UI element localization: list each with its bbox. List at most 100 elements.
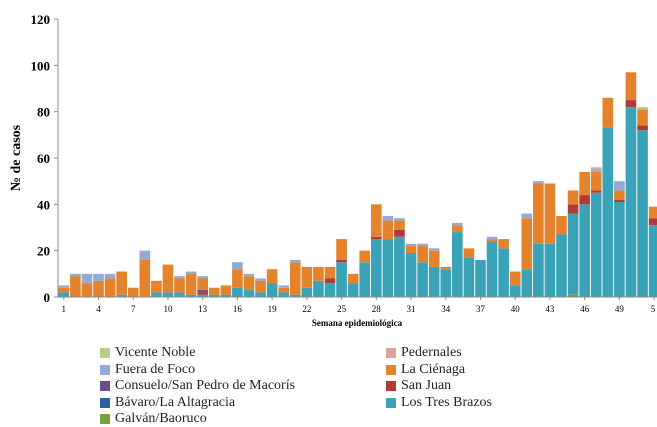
legend-label: Vicente Noble — [115, 345, 196, 360]
bar-segment — [185, 273, 197, 295]
legend-item: San Juan — [386, 378, 451, 394]
y-tick-label: 60 — [37, 151, 50, 166]
legend-swatch — [386, 381, 396, 391]
bar-segment — [324, 266, 336, 279]
bar-segment — [243, 290, 255, 297]
legend-item: Galván/Baoruco — [100, 411, 207, 427]
legend-swatch — [100, 348, 110, 358]
bar-segment — [313, 280, 324, 297]
bar-segment — [289, 262, 301, 295]
x-tick-label: 10 — [163, 304, 173, 314]
bar-segment — [556, 234, 567, 297]
x-tick-label: 40 — [511, 304, 521, 314]
legend-swatch — [100, 397, 110, 408]
bar-segment — [70, 276, 81, 297]
bar-segment — [544, 183, 556, 244]
y-tick-label: 120 — [31, 12, 51, 27]
bar-segment — [197, 294, 209, 297]
bar-segment — [405, 243, 417, 247]
bar-segment — [151, 292, 162, 297]
bar-segment — [648, 225, 657, 297]
bar-segment — [579, 195, 590, 205]
bar-segment — [93, 273, 104, 281]
bar-segment — [197, 290, 209, 293]
bar-segment — [567, 204, 579, 214]
bar-segment — [220, 285, 232, 295]
bar-segment — [498, 239, 509, 249]
bar-segment — [590, 192, 602, 297]
bar-segment — [556, 215, 567, 235]
bar-segment — [486, 236, 498, 240]
x-axis-label: Semana epidemiológica — [312, 318, 403, 328]
bar-segment — [208, 294, 220, 297]
bar-segment — [232, 287, 243, 297]
bar-segment — [81, 273, 93, 284]
legend-label: Pedernales — [401, 345, 462, 360]
x-tick-label: 37 — [476, 304, 486, 314]
bar-segment — [475, 259, 486, 297]
bar-segment — [417, 243, 428, 247]
bar-segment — [394, 229, 405, 237]
bar-segment — [567, 190, 579, 205]
bar-segment — [394, 220, 405, 230]
bar-segment — [232, 269, 243, 288]
x-axis-ticks: 1 4 7 10 13 16 19 22 25 28 31 34 37 40 43 46 49 5 — [62, 297, 656, 314]
bar-segment — [637, 130, 648, 297]
bar-segment — [637, 107, 648, 110]
bar-segment — [625, 72, 637, 101]
bar-segment — [162, 292, 174, 297]
bar-segment — [625, 100, 637, 108]
bar-segment — [625, 107, 637, 297]
bar-segment — [243, 273, 255, 277]
bar-segment — [602, 127, 614, 297]
bar-segment — [347, 283, 359, 297]
bar-segment — [440, 266, 452, 270]
bar-segment — [58, 285, 70, 288]
bar-segment — [347, 273, 359, 284]
bar-segment — [370, 236, 382, 240]
bar-segment — [452, 222, 463, 226]
bar-segment — [278, 287, 290, 293]
bar-segment — [266, 283, 278, 297]
bar-segment — [567, 294, 579, 297]
bar-segment — [104, 278, 116, 297]
bar-segment — [359, 250, 371, 263]
bar-segment — [174, 276, 185, 279]
bar-segment — [590, 190, 602, 193]
legend-swatch — [386, 397, 396, 408]
bar-segment — [324, 283, 336, 297]
x-tick-label: 5 — [651, 304, 656, 314]
bar-segment — [70, 273, 81, 277]
bar-segment — [301, 287, 313, 297]
legend-swatch — [100, 364, 110, 375]
bar-segment — [533, 181, 544, 184]
legend-item: Consuelo/San Pedro de Macorís — [100, 378, 295, 394]
legend-item: Bávaro/La Altagracia — [100, 395, 235, 411]
bar-segment — [579, 204, 590, 297]
x-tick-label: 34 — [441, 304, 451, 314]
bar-segment — [648, 218, 657, 226]
legend-item: Vicente Noble — [100, 345, 195, 361]
legend-label: La Ciénaga — [401, 361, 466, 377]
y-axis-ticks: 0 20 40 60 80 100 120 — [31, 12, 58, 305]
bar-segment — [324, 278, 336, 284]
y-axis-label: № de casos — [9, 124, 24, 191]
bar-segment — [590, 171, 602, 191]
bar-segment — [104, 273, 116, 279]
bar-segment — [278, 285, 290, 288]
legend-item: La Ciénaga — [386, 362, 465, 378]
legend-swatch — [386, 348, 396, 358]
bar-segment — [637, 125, 648, 131]
bar-segment — [127, 287, 139, 297]
bar-segment — [533, 243, 544, 297]
bar-segment — [359, 262, 371, 297]
y-tick-label: 100 — [31, 58, 51, 73]
bars-group — [58, 72, 657, 297]
x-tick-label: 13 — [198, 304, 208, 314]
legend-swatch — [100, 381, 110, 391]
bar-segment — [637, 109, 648, 126]
bar-segment — [405, 252, 417, 297]
bar-segment — [486, 239, 498, 242]
bar-segment — [394, 218, 405, 221]
bar-segment — [521, 213, 533, 219]
